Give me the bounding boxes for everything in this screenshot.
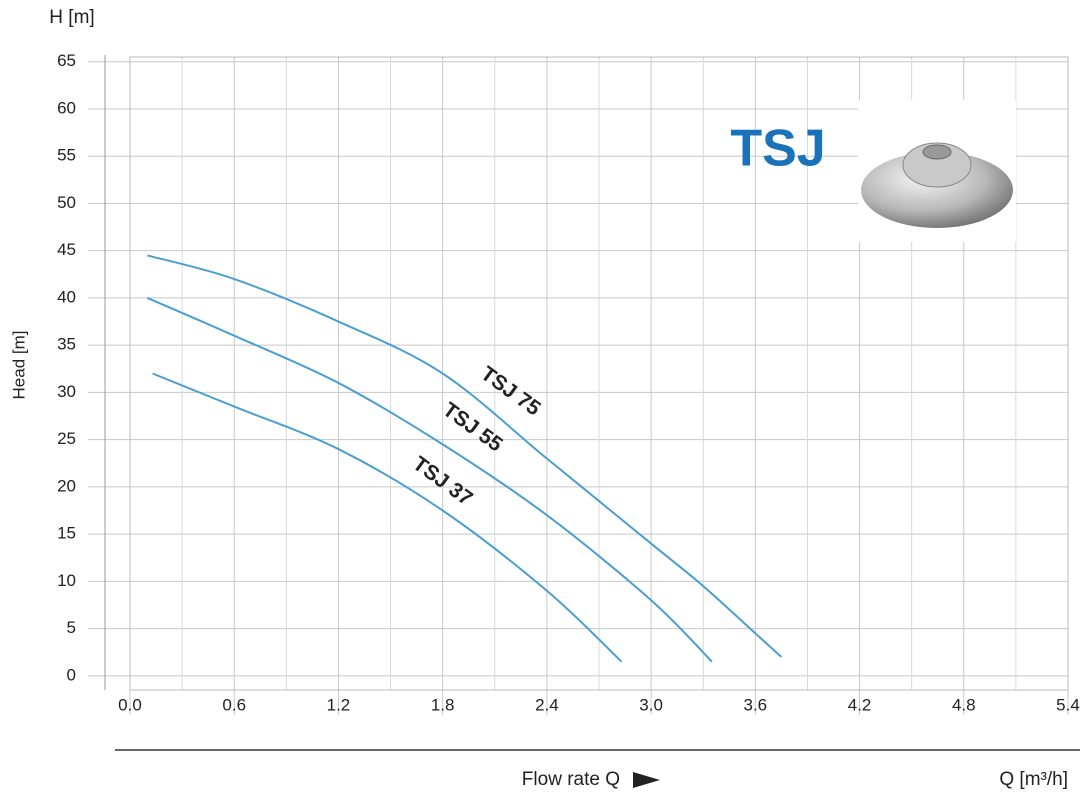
curve-label: TSJ 75 [476,362,545,421]
x-tick-label: 5.4 [1056,695,1080,714]
y-tick-label: 20 [57,476,76,495]
x-tick-label: 1.8 [431,695,455,714]
plot-frame [129,56,1069,691]
y-axis-label: Head [m] [9,331,28,400]
x-tick-label: 0.0 [118,695,142,714]
y-tick-label: 30 [57,382,76,401]
x-axis-label: Flow rate Q [522,769,620,790]
y-tick-label: 15 [57,524,76,543]
x-tick-label: 3.0 [639,695,663,714]
grid [88,57,1069,715]
y-tick-label: 35 [57,335,76,354]
y-tick-label: 45 [57,240,76,259]
y-tick-label: 50 [57,193,76,212]
y-axis-title: H [m] [49,7,94,28]
impeller-image [858,100,1016,242]
curve [146,297,713,663]
curve [152,372,623,663]
x-tick-label: 0.6 [222,695,246,714]
x-tick-label: 4.8 [952,695,976,714]
y-tick-label: 65 [57,51,76,70]
y-tick-label: 60 [57,98,76,117]
y-tick-label: 25 [57,429,76,448]
y-tick-label: 40 [57,287,76,306]
curve [147,254,783,658]
x-tick-label: 1.2 [327,695,351,714]
y-tick-label: 0 [67,665,76,684]
y-tick-label: 55 [57,146,76,165]
y-tick-label: 10 [57,571,76,590]
x-axis-unit: Q [m³/h] [999,769,1068,790]
x-tick-label: 3.6 [744,695,768,714]
x-tick-label: 2.4 [535,695,559,714]
arrow-icon [633,772,660,788]
x-tick-label: 4.2 [848,695,872,714]
y-tick-label: 5 [67,618,76,637]
title: TSJ [730,120,825,178]
